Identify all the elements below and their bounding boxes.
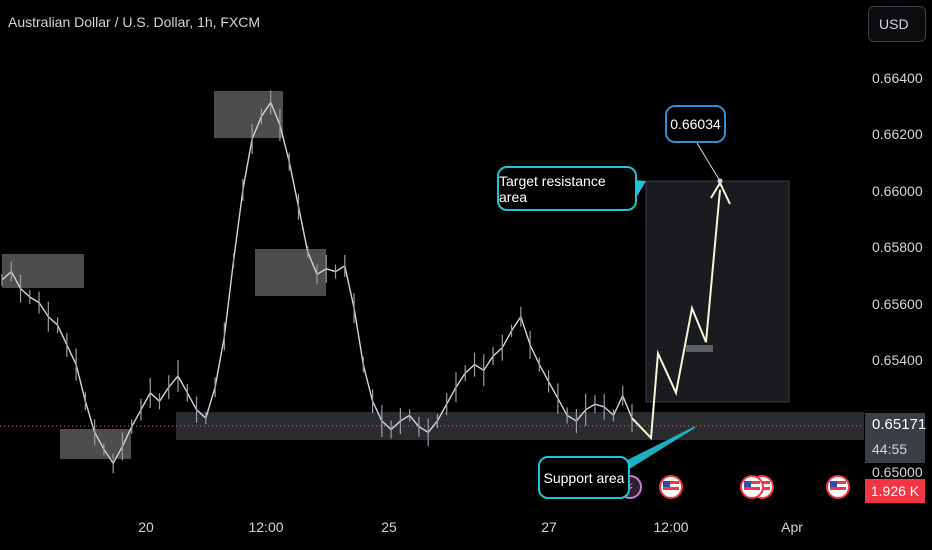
target-price-callout[interactable]: 0.66034 [665,105,726,143]
chart-title: Australian Dollar / U.S. Dollar, 1h, FXC… [8,14,261,30]
swing-box [255,249,326,296]
entry-marker [686,345,713,352]
x-tick-label: 25 [381,519,397,535]
x-tick-label: Apr [781,519,803,535]
projection-line [631,189,721,441]
y-tick-label: 0.65600 [872,296,923,312]
volume-badge: 1.926 K [865,479,925,503]
y-tick-label: 0.65400 [872,352,923,368]
target-resistance-callout[interactable]: Target resistance area [497,166,637,211]
currency-button[interactable]: USD [868,6,926,42]
us-flag-icon [740,475,774,499]
y-tick-label: 0.65800 [872,239,923,255]
us-flag-icon [659,475,683,499]
y-tick-label: 0.66200 [872,126,923,142]
current-price-value: 0.65171 [872,416,927,433]
y-tick-label: 0.66000 [872,183,923,199]
current-price-badge: 0.65171 44:55 [865,413,927,463]
target-callout-tail [634,180,646,198]
svg-text:⚡: ⚡ [625,481,634,496]
y-tick-label: 0.65000 [872,464,923,480]
swing-highlight-boxes [2,91,326,459]
y-tick-label: 0.66400 [872,70,923,86]
x-tick-label: 27 [541,519,557,535]
price-wicks [1,90,633,474]
us-flag-icon [826,475,850,499]
support-area-callout[interactable]: Support area [538,456,630,499]
swing-box [2,254,84,288]
x-tick-label: 20 [138,519,154,535]
swing-box [214,91,283,138]
target-pointer-line [696,142,721,182]
x-tick-label: 12:00 [248,519,284,535]
bar-countdown: 44:55 [872,441,908,457]
target-point [717,178,723,184]
support-pointer [616,426,696,475]
x-tick-label: 12:00 [653,519,689,535]
event-icons[interactable]: ⚡ [618,475,850,499]
